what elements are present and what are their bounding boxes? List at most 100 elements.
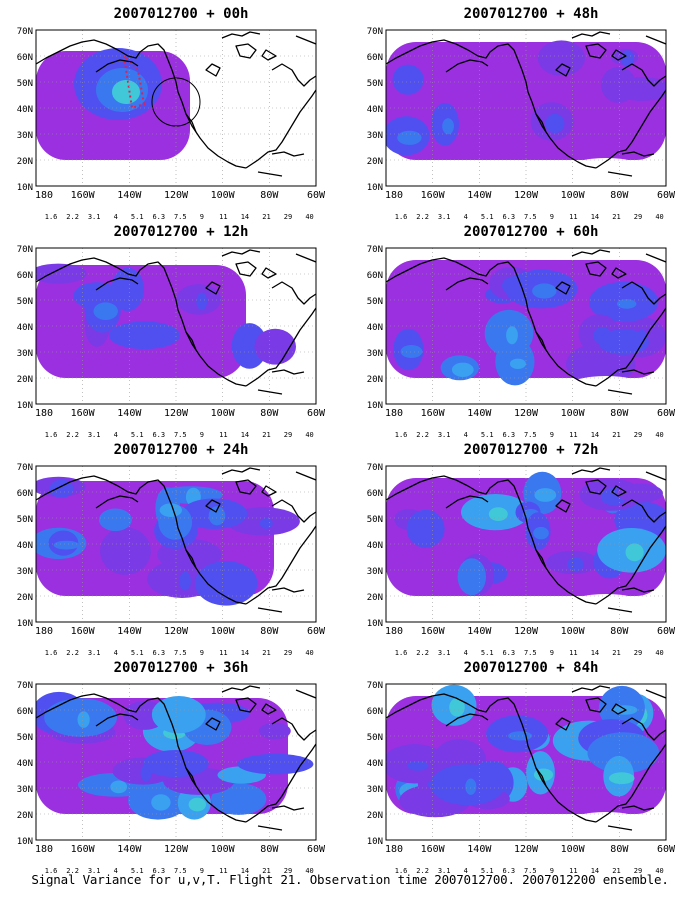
plot-frame — [385, 247, 667, 405]
lon-tick-label: 120W — [164, 408, 189, 419]
colorbar-label: 9 — [550, 431, 554, 439]
plot-frame — [35, 683, 317, 841]
colorbar-label: 4 — [464, 867, 468, 875]
colorbar-label: 14 — [241, 213, 249, 221]
colorbar-label: 21 — [612, 431, 620, 439]
lon-tick-label: 80W — [610, 844, 629, 855]
variance-contour — [179, 571, 191, 591]
variance-contour — [98, 508, 132, 532]
variance-contour — [621, 50, 634, 68]
colorbar-label: 2.2 — [416, 213, 429, 221]
lon-tick-label: 60W — [657, 190, 676, 201]
colorbar-label: 40 — [305, 431, 313, 439]
panel-title: 2007012700 + 00h — [113, 6, 249, 22]
colorbar-label: 11 — [569, 431, 577, 439]
variance-contour — [532, 283, 557, 299]
lon-tick-label: 120W — [164, 190, 189, 201]
lat-tick-label: 60N — [17, 707, 33, 717]
variance-contour — [159, 503, 182, 517]
colorbar-label: 1.6 — [395, 649, 408, 657]
colorbar-label: 11 — [219, 649, 227, 657]
lat-tick-label: 50N — [17, 297, 33, 307]
variance-contour — [400, 345, 423, 358]
lon-tick-label: 180 — [35, 844, 53, 855]
lon-tick-label: 60W — [657, 626, 676, 637]
variance-contour — [208, 506, 226, 526]
lat-tick-label: 40N — [367, 323, 383, 333]
variance-field — [386, 471, 666, 618]
lat-tick-label: 50N — [367, 79, 383, 89]
lat-tick-label: 50N — [17, 515, 33, 525]
colorbar-label: 6.3 — [502, 649, 515, 657]
variance-contour — [143, 750, 209, 778]
variance-field — [386, 40, 666, 182]
lat-tick-label: 60N — [367, 53, 383, 63]
panel-title: 2007012700 + 60h — [463, 224, 599, 240]
lon-tick-label: 140W — [117, 626, 142, 637]
lat-tick-label: 60N — [17, 53, 33, 63]
lon-tick-label: 60W — [307, 626, 326, 637]
colorbar-label: 1.6 — [45, 213, 58, 221]
lat-tick-label: 10N — [367, 619, 383, 629]
colorbar-label: 11 — [219, 213, 227, 221]
lat-tick-label: 10N — [367, 401, 383, 411]
colorbar-label: 29 — [634, 213, 642, 221]
lat-tick-label: 70N — [367, 245, 383, 255]
colorbar-label: 29 — [634, 431, 642, 439]
lon-tick-label: 160W — [421, 626, 446, 637]
lat-tick-label: 10N — [17, 619, 33, 629]
colorbar-label: 7.5 — [174, 867, 187, 875]
lon-tick-label: 160W — [421, 190, 446, 201]
colorbar-label: 2.2 — [66, 213, 79, 221]
colorbar-label: 21 — [612, 213, 620, 221]
colorbar-label: 4 — [464, 213, 468, 221]
lat-tick-label: 70N — [367, 463, 383, 473]
panel-title: 2007012700 + 84h — [463, 660, 599, 676]
variance-contour — [534, 488, 557, 502]
lon-tick-label: 140W — [117, 408, 142, 419]
variance-contour — [196, 292, 208, 311]
colorbar-label: 11 — [219, 867, 227, 875]
map-panel: 2007012700 + 48h 70N 60N 50N 40N 30N 20N 10N 180… — [350, 0, 676, 221]
map-panel: 2007012700 + 24h 70N 60N 50N 40N 30N 20N 10N 180… — [0, 436, 326, 657]
coastline — [36, 685, 316, 831]
lon-tick-label: 160W — [71, 408, 96, 419]
colorbar-label: 2.2 — [416, 649, 429, 657]
lon-tick-label: 60W — [307, 408, 326, 419]
colorbar-label: 2.2 — [416, 431, 429, 439]
lon-tick-label: 80W — [260, 844, 279, 855]
lon-tick-label: 100W — [211, 844, 236, 855]
colorbar-label: 29 — [634, 649, 642, 657]
panel-title: 2007012700 + 24h — [113, 442, 249, 458]
variance-contour — [100, 527, 151, 575]
colorbar-label: 5.1 — [131, 649, 144, 657]
colorbar-label: 14 — [591, 649, 599, 657]
lon-tick-label: 60W — [657, 408, 676, 419]
colorbar-label: 29 — [284, 649, 292, 657]
colorbar-label: 5.1 — [481, 867, 494, 875]
colorbar-label: 6.3 — [152, 431, 165, 439]
lat-tick-label: 10N — [367, 183, 383, 193]
colorbar-label: 40 — [305, 213, 313, 221]
lat-tick-label: 10N — [17, 183, 33, 193]
lon-tick-label: 80W — [610, 190, 629, 201]
lat-tick-label: 50N — [17, 79, 33, 89]
colorbar-label: 6.3 — [502, 431, 515, 439]
colorbar-label: 4 — [114, 649, 118, 657]
lat-tick-label: 60N — [17, 271, 33, 281]
lon-tick-label: 80W — [610, 408, 629, 419]
colorbar-label: 40 — [305, 867, 313, 875]
lat-tick-label: 20N — [17, 593, 33, 603]
colorbar-label: 2.2 — [416, 867, 429, 875]
colorbar-label: 9 — [550, 649, 554, 657]
colorbar-label: 4 — [464, 649, 468, 657]
panel-title: 2007012700 + 36h — [113, 660, 249, 676]
lat-tick-label: 60N — [367, 707, 383, 717]
lat-tick-label: 70N — [17, 27, 33, 37]
variance-contour — [488, 507, 508, 521]
lon-tick-label: 160W — [71, 626, 96, 637]
colorbar: 1.6 2.2 3.1 4 5.1 6.3 7.5 9 11 14 21 29 40 — [395, 649, 664, 657]
